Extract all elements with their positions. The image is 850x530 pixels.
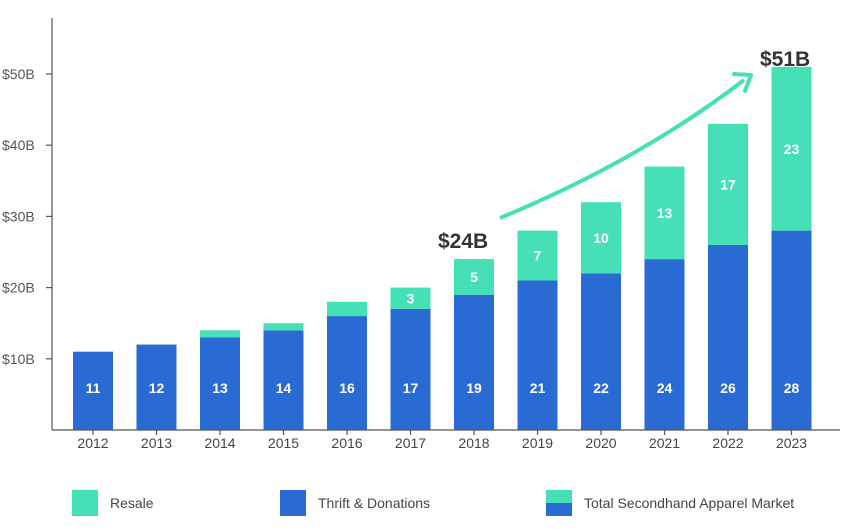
data-label-resale: 23 <box>784 141 800 157</box>
annotation-51b: $51B <box>760 48 810 71</box>
x-tick-label: 2022 <box>712 435 743 451</box>
legend-item-total: Total Secondhand Apparel Market <box>546 490 794 516</box>
annotation-24b: $24B <box>438 230 488 253</box>
legend-swatch-total <box>546 490 572 516</box>
bar-thrift-2014 <box>200 337 240 430</box>
bar-thrift-2022 <box>708 244 748 430</box>
legend-item-thrift: Thrift & Donations <box>280 490 430 516</box>
x-tick-label: 2019 <box>522 435 553 451</box>
x-axis: 2012 2013 2014 2015 2016 2017 2018 2019 2020 2021… <box>52 429 840 451</box>
data-label-thrift: 12 <box>149 380 165 396</box>
x-tick-label: 2017 <box>395 435 426 451</box>
bar-thrift-2023 <box>771 230 812 430</box>
x-tick-label: 2020 <box>585 435 616 451</box>
y-tick-label: $40B <box>2 137 35 153</box>
bar-resale-2016 <box>327 301 367 317</box>
data-label-thrift: 19 <box>466 380 482 396</box>
bar-thrift-2015 <box>263 330 304 430</box>
data-label-resale: 7 <box>534 248 542 264</box>
data-label-thrift: 11 <box>86 380 101 396</box>
data-label-thrift: 22 <box>593 380 609 396</box>
bar-thrift-2018 <box>454 294 494 430</box>
data-label-thrift: 17 <box>403 380 419 396</box>
data-label-thrift: 21 <box>530 380 546 396</box>
legend-label-thrift: Thrift & Donations <box>318 495 431 511</box>
bar-resale-2020 <box>581 202 621 274</box>
stacked-bar-chart: $10B $20B $30B $40B $50B 11 12 13 14 16 3 17 5 19 7 21… <box>2 18 840 451</box>
data-label-resale: 3 <box>407 290 415 306</box>
data-label-resale: 17 <box>720 176 736 192</box>
bar-thrift-2016 <box>327 316 367 430</box>
bar-resale-2018 <box>454 259 494 295</box>
bar-thrift-2019 <box>517 280 558 430</box>
data-label-resale: 5 <box>470 269 478 285</box>
x-tick-label: 2012 <box>77 435 108 451</box>
growth-arrow <box>499 78 746 220</box>
legend-swatch-resale <box>72 490 98 516</box>
data-label-resale: 13 <box>657 205 673 221</box>
bar-thrift-2013 <box>136 344 177 430</box>
bar-thrift-2021 <box>644 259 685 430</box>
bar-thrift-2017 <box>390 308 431 430</box>
bar-resale-2022 <box>708 123 748 245</box>
data-label-thrift: 24 <box>657 380 673 396</box>
y-tick-label: $10B <box>2 351 35 367</box>
legend-label-total: Total Secondhand Apparel Market <box>584 495 795 511</box>
growth-arrow-head <box>732 72 753 93</box>
bars: 11 12 13 14 16 3 17 5 19 7 21 10 22 13 24 17 26 23 28 <box>73 66 812 430</box>
bar-resale-2015 <box>263 323 304 331</box>
x-tick-label: 2014 <box>204 435 235 451</box>
bar-thrift-2012 <box>73 351 113 430</box>
bar-resale-2017 <box>390 287 431 309</box>
y-axis: $10B $20B $30B $40B $50B <box>2 18 53 430</box>
x-tick-label: 2013 <box>141 435 172 451</box>
x-tick-label: 2015 <box>268 435 299 451</box>
y-tick-label: $20B <box>2 280 35 296</box>
data-label-thrift: 13 <box>212 380 228 396</box>
x-tick-label: 2021 <box>649 435 680 451</box>
bar-resale-2023 <box>771 66 812 231</box>
data-label-resale: 10 <box>593 230 609 246</box>
bar-resale-2019 <box>517 230 558 281</box>
legend-label-resale: Resale <box>110 495 154 511</box>
x-tick-label: 2016 <box>331 435 362 451</box>
bar-resale-2021 <box>644 166 685 260</box>
x-tick-label: 2023 <box>776 435 807 451</box>
legend-item-resale: Resale <box>72 490 154 516</box>
legend-swatch-thrift <box>280 490 306 516</box>
y-tick-label: $50B <box>2 66 35 82</box>
bar-thrift-2020 <box>581 273 621 430</box>
bar-resale-2014 <box>200 330 240 338</box>
x-tick-label: 2018 <box>458 435 489 451</box>
data-label-thrift: 28 <box>784 380 800 396</box>
data-label-thrift: 16 <box>339 380 355 396</box>
data-label-thrift: 26 <box>720 380 736 396</box>
y-tick-label: $30B <box>2 208 35 224</box>
data-label-thrift: 14 <box>276 380 292 396</box>
legend: Resale Thrift & Donations Total Secondha… <box>0 490 850 520</box>
